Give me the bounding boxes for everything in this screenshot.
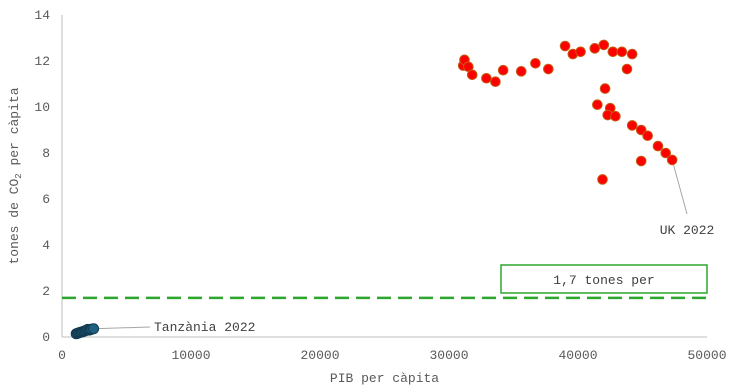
uk-data-point: [607, 46, 619, 58]
data-points: [70, 39, 678, 340]
tanzania-data-point: [88, 323, 100, 335]
uk-data-point: [642, 130, 653, 142]
uk-data-point: [652, 140, 664, 152]
uk-data-point: [635, 155, 647, 167]
x-tick-label: 0: [58, 348, 66, 363]
x-tick-labels: 0 10000 20000 30000 40000 50000: [58, 348, 726, 363]
target-annotation-frame: [500, 264, 708, 294]
uk-data-point: [626, 48, 638, 60]
x-axis-title: PIB per càpita: [330, 371, 439, 386]
uk-data-point: [660, 147, 672, 159]
uk-data-point: [666, 154, 678, 166]
uk-leader-line: [671, 159, 688, 215]
y-tick-label: 14: [34, 8, 50, 23]
y-tick-label: 2: [42, 284, 50, 299]
y-tick-labels: 0 2 4 6 8 10 12 14: [34, 8, 50, 345]
target-annotation-box: 1,7 tones per: [500, 264, 708, 294]
axes: [61, 15, 707, 338]
uk-data-point: [530, 58, 541, 69]
uk-data-point: [599, 83, 611, 94]
uk-data-point: [597, 174, 608, 185]
y-tick-label: 4: [42, 238, 50, 253]
y-tick-label: 8: [42, 146, 50, 161]
uk-data-point: [490, 76, 501, 87]
uk-data-point: [543, 63, 554, 75]
uk-data-point: [589, 43, 601, 54]
x-tick-label: 50000: [687, 348, 726, 363]
tanzania-leader-line: [93, 326, 151, 330]
tanzania-2022-label: Tanzània 2022: [154, 320, 255, 335]
uk-data-point: [598, 39, 610, 51]
y-axis-title: tones de CO2 per càpita: [7, 87, 24, 264]
uk-2022-label: UK 2022: [660, 223, 715, 238]
y-axis-title-main: tones de CO: [7, 179, 22, 265]
uk-data-point: [481, 72, 492, 84]
uk-data-point: [610, 110, 621, 122]
uk-data-point: [626, 120, 638, 131]
uk-data-point: [559, 40, 571, 52]
y-tick-label: 12: [34, 54, 50, 69]
uk-data-point: [497, 64, 509, 76]
y-axis-title-subscript: 2: [14, 173, 24, 178]
y-tick-label: 0: [42, 330, 50, 345]
uk-data-point: [621, 63, 633, 75]
uk-data-point: [575, 46, 586, 58]
x-tick-label: 10000: [171, 348, 210, 363]
uk-data-point: [466, 69, 478, 81]
target-annotation-text: 1,7 tones per: [553, 273, 654, 288]
x-tick-label: 40000: [558, 348, 597, 363]
uk-data-point: [616, 46, 628, 58]
y-tick-label: 10: [34, 100, 50, 115]
x-tick-label: 30000: [429, 348, 468, 363]
x-tick-label: 20000: [300, 348, 339, 363]
y-tick-label: 6: [42, 192, 50, 207]
y-axis-title-tail: per càpita: [7, 87, 22, 173]
uk-data-point: [592, 99, 603, 110]
uk-data-point: [515, 66, 527, 77]
